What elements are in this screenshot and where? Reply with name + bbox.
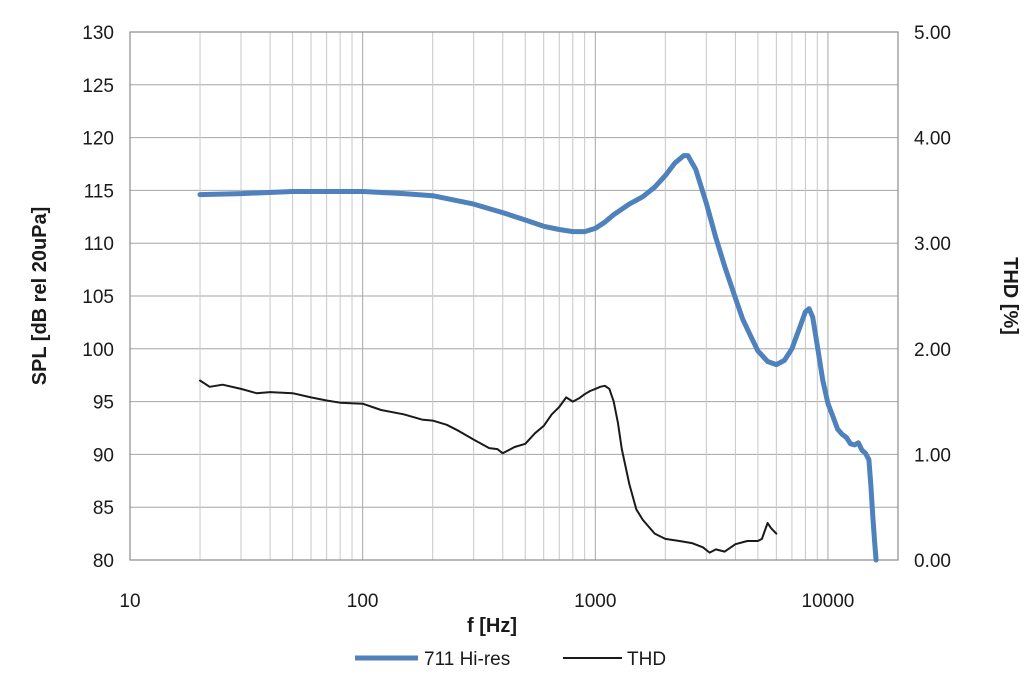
y2-tick-label: 2.00 — [914, 340, 951, 361]
legend-label-thd: THD — [627, 649, 666, 670]
series-lines — [197, 153, 879, 563]
y-tick-label: 125 — [82, 76, 114, 97]
y2-tick-label: 1.00 — [914, 445, 951, 466]
y-tick-label: 120 — [82, 129, 114, 150]
y2-axis-title: THD [%] — [999, 257, 1021, 335]
legend-label-711-hi-res: 711 Hi-res — [424, 649, 510, 670]
y-tick-label: 85 — [93, 498, 114, 519]
legend: 711 Hi-res THD — [355, 649, 666, 670]
y-tick-label: 105 — [82, 287, 114, 308]
y2-tick-label: 0.00 — [914, 551, 951, 572]
y2-tick-label: 4.00 — [914, 129, 951, 150]
y-tick-label: 130 — [82, 23, 114, 44]
x-tick-label: 100 — [347, 591, 379, 612]
y-axis-title: SPL [dB rel 20uPa] — [29, 207, 51, 386]
x-tick-label: 10 — [119, 591, 140, 612]
tick-labels: 80 85 90 95 100 105 110 115 120 125 130 0.00 1.00 2.0… — [82, 23, 951, 612]
x-axis-title: f [Hz] — [467, 615, 517, 637]
series-line-711-hi-res — [197, 153, 879, 563]
y2-tick-label: 3.00 — [914, 234, 951, 255]
y-tick-label: 115 — [84, 181, 114, 202]
y-tick-label: 90 — [93, 445, 114, 466]
y-tick-label: 110 — [84, 234, 114, 255]
x-tick-label: 10000 — [802, 591, 855, 612]
y-tick-label: 100 — [82, 340, 114, 361]
y-tick-label: 80 — [93, 551, 114, 572]
y2-tick-label: 5.00 — [914, 23, 951, 44]
series-line-thd — [199, 379, 778, 554]
x-tick-label: 1000 — [574, 591, 616, 612]
y-tick-label: 95 — [93, 393, 114, 414]
plot-area — [129, 31, 899, 561]
